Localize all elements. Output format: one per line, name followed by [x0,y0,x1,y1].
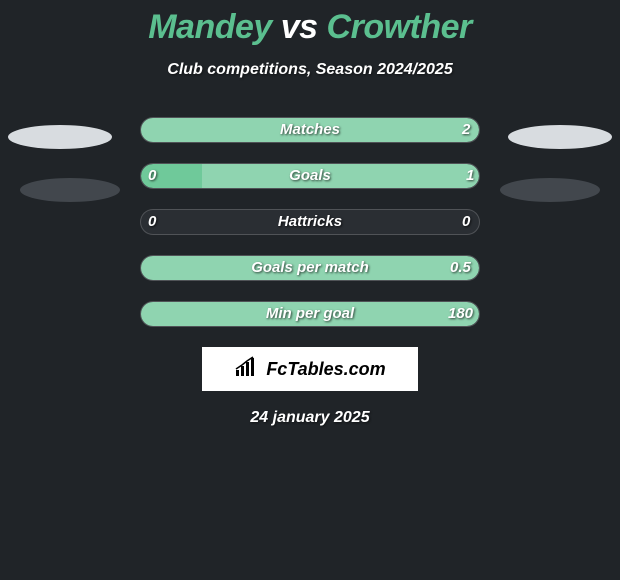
subtitle: Club competitions, Season 2024/2025 [0,61,620,79]
stat-row: Min per goal180 [0,301,620,327]
chart-icon [234,356,260,383]
stat-value-right: 0.5 [450,255,471,281]
stat-value-right: 2 [462,117,470,143]
stat-value-left: 0 [148,163,156,189]
stat-row: Goals per match0.5 [0,255,620,281]
stat-row: Hattricks0 0 [0,209,620,235]
date-label: 24 january 2025 [0,409,620,427]
player2-name: Crowther [327,8,472,46]
comparison-title: Mandey vs Crowther [0,0,620,47]
vs-label: vs [281,8,318,46]
stat-rows: Matches2Goals01Hattricks00Goals per matc… [0,117,620,327]
stat-value-right: 1 [466,163,474,189]
stat-value-left: 0 [148,209,156,235]
stat-value-right: 0 [462,209,470,235]
player1-name: Mandey [148,8,272,46]
stat-label: Min per goal [140,301,480,327]
logo-text: FcTables.com [266,359,385,380]
stat-label: Hattricks [140,209,480,235]
stat-value-right: 180 [448,301,473,327]
stat-row: Goals0 1 [0,163,620,189]
source-logo: FcTables.com [202,347,418,391]
stat-label: Goals [140,163,480,189]
stat-row: Matches2 [0,117,620,143]
stat-label: Matches [140,117,480,143]
stat-label: Goals per match [140,255,480,281]
